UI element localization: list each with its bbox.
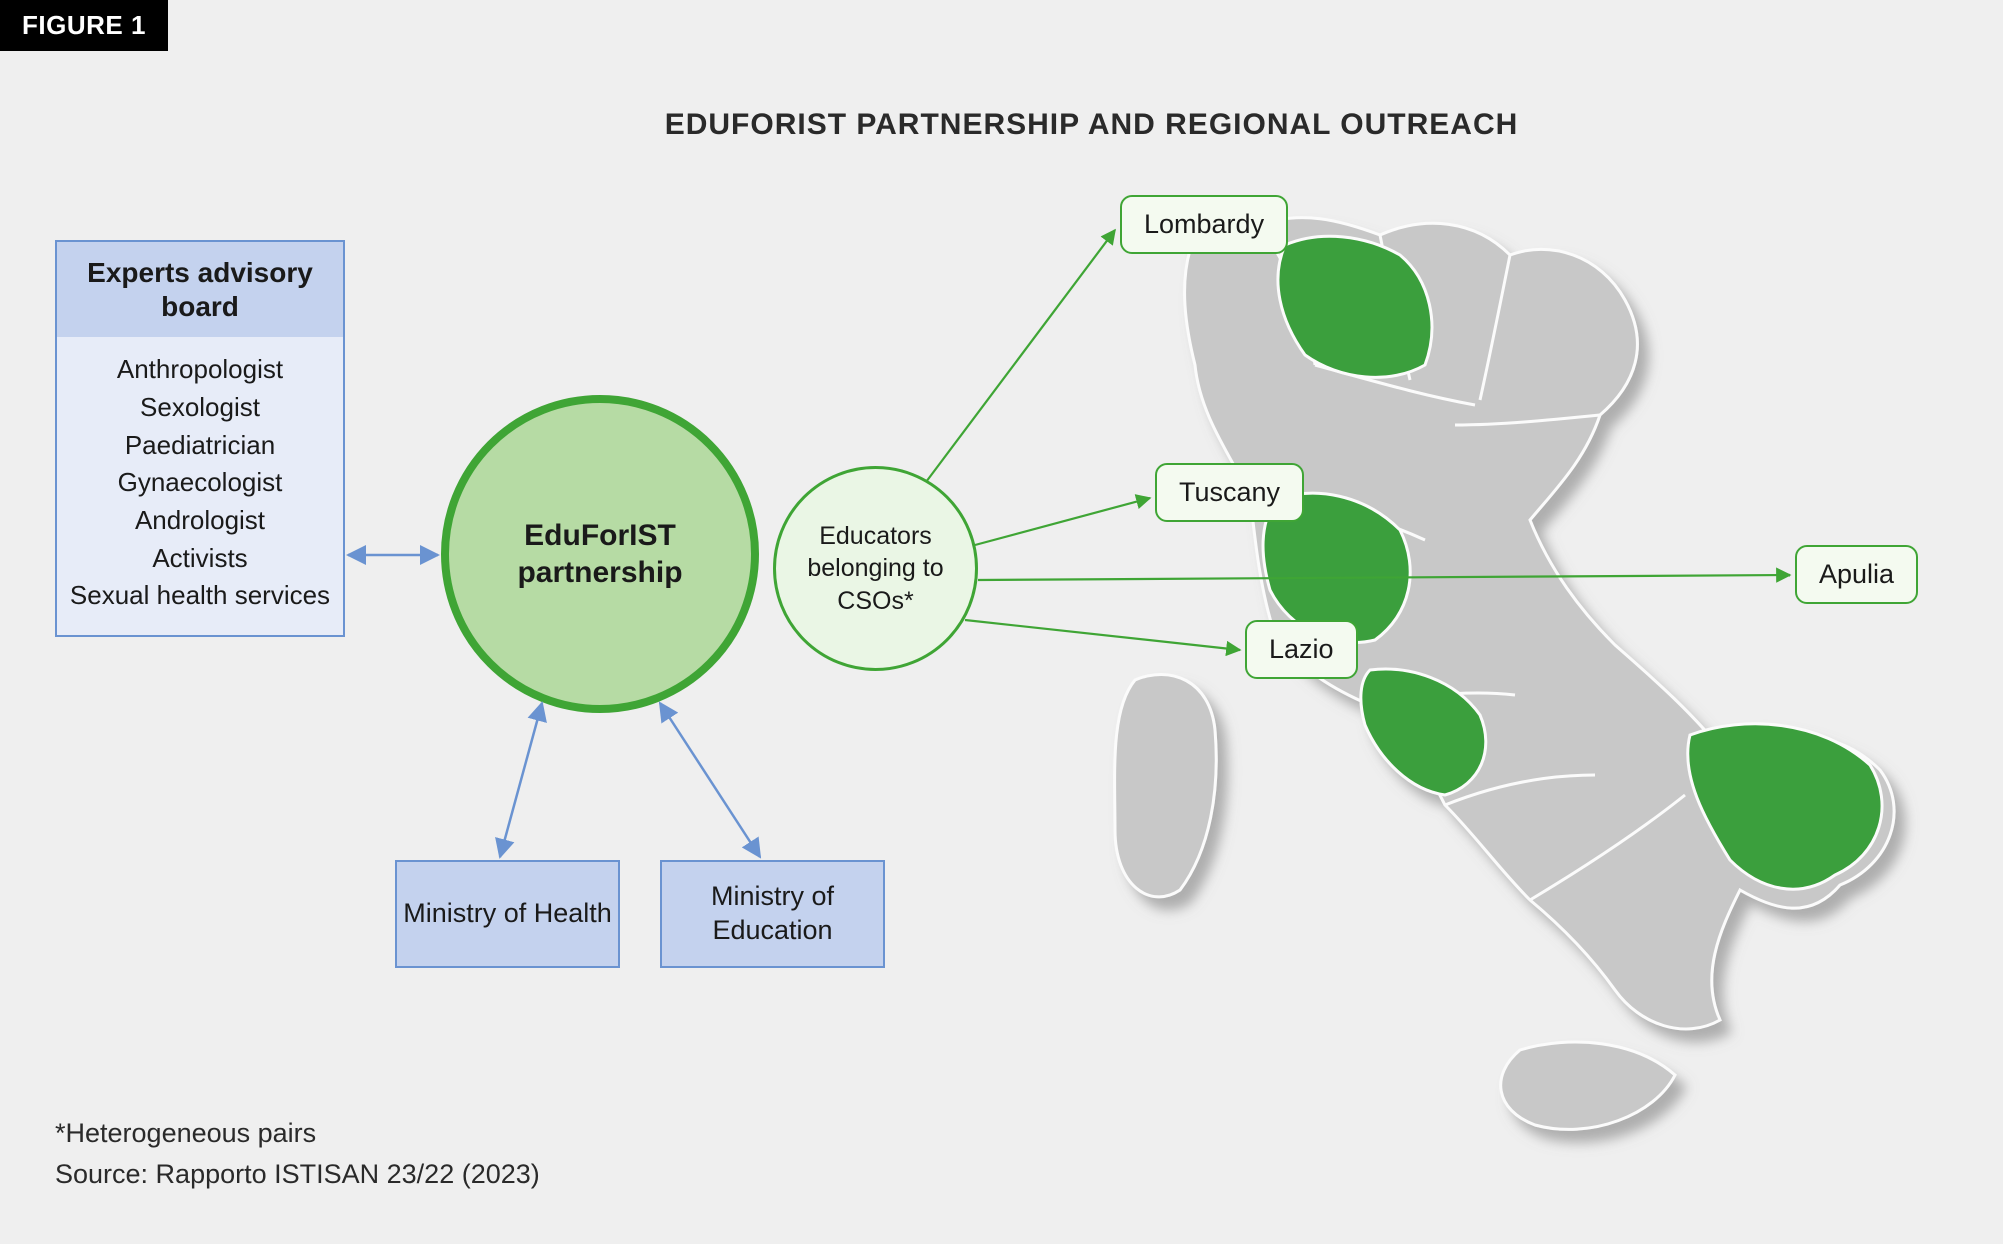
partnership-circle: EduForIST partnership (441, 395, 759, 713)
ministry-of-education-box: Ministry of Education (660, 860, 885, 968)
region-label-lazio: Lazio (1245, 620, 1358, 679)
region-label-text: Lombardy (1144, 209, 1264, 239)
ministry-of-education-label: Ministry of Education (662, 880, 883, 948)
educators-circle-label: Educators belonging to CSOs* (776, 520, 975, 618)
educators-circle: Educators belonging to CSOs* (773, 466, 978, 671)
experts-advisory-board-box: Experts advisory board AnthropologistSex… (55, 240, 345, 637)
region-label-text: Lazio (1269, 634, 1334, 664)
region-label-text: Apulia (1819, 559, 1894, 589)
region-label-tuscany: Tuscany (1155, 463, 1304, 522)
figure-footnote: *Heterogeneous pairs Source: Rapporto IS… (55, 1113, 540, 1194)
footnote-source: Source: Rapporto ISTISAN 23/22 (2023) (55, 1154, 540, 1195)
experts-advisory-board-header: Experts advisory board (57, 242, 343, 337)
region-label-text: Tuscany (1179, 477, 1280, 507)
italy-map (1080, 170, 1960, 1170)
footnote-star: *Heterogeneous pairs (55, 1113, 540, 1154)
figure-container: FIGURE 1 EDUFORIST PARTNERSHIP AND REGIO… (0, 0, 2003, 1244)
figure-title: EDUFORIST PARTNERSHIP AND REGIONAL OUTRE… (0, 108, 2003, 142)
experts-advisory-board-members: AnthropologistSexologistPaediatricianGyn… (57, 337, 343, 635)
figure-number-badge: FIGURE 1 (0, 0, 168, 51)
region-label-lombardy: Lombardy (1120, 195, 1288, 254)
ministry-of-health-label: Ministry of Health (403, 897, 612, 931)
partnership-circle-label: EduForIST partnership (449, 517, 751, 592)
ministry-of-health-box: Ministry of Health (395, 860, 620, 968)
region-label-apulia: Apulia (1795, 545, 1918, 604)
